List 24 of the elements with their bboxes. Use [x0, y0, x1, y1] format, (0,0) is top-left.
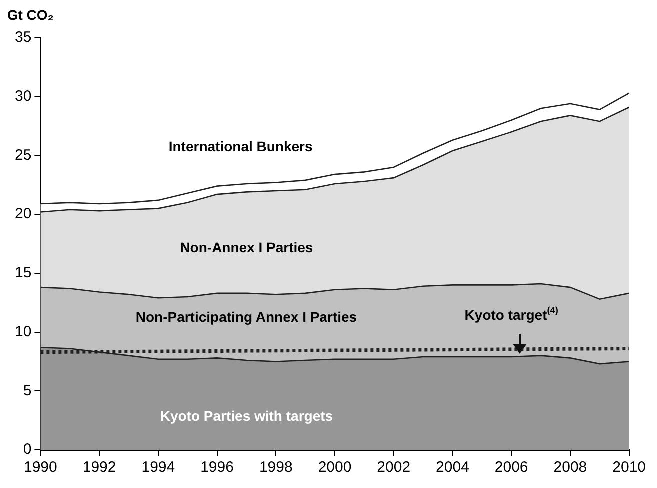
y-tick-label: 35: [14, 29, 32, 46]
x-tick-label: 2010: [612, 459, 646, 476]
y-tick-label: 30: [14, 88, 32, 105]
series-label: Non-Annex I Parties: [180, 240, 314, 256]
y-axis-title: Gt CO₂: [7, 6, 54, 23]
x-tick-label: 1990: [24, 459, 58, 476]
x-tick-label: 1996: [200, 459, 234, 476]
y-tick-label: 0: [23, 441, 32, 458]
y-tick-label: 5: [23, 382, 32, 400]
series-label: Kyoto Parties with targets: [160, 408, 334, 424]
x-tick-label: 1994: [142, 459, 176, 476]
y-tick-label: 15: [14, 264, 32, 282]
series-label: Non-Participating Annex I Parties: [136, 309, 358, 326]
series-label: International Bunkers: [168, 138, 313, 154]
y-tick-label: 25: [14, 146, 32, 164]
x-tick-label: 2008: [554, 459, 588, 476]
x-tick-label: 2002: [377, 459, 411, 476]
x-tick-label: 2000: [318, 459, 352, 476]
x-tick-label: 2004: [436, 459, 470, 476]
y-tick-label: 10: [14, 323, 32, 340]
x-tick-label: 2006: [494, 459, 528, 476]
x-tick-label: 1992: [82, 459, 116, 476]
y-tick-label: 20: [14, 206, 32, 223]
x-tick-label: 1998: [259, 459, 293, 476]
